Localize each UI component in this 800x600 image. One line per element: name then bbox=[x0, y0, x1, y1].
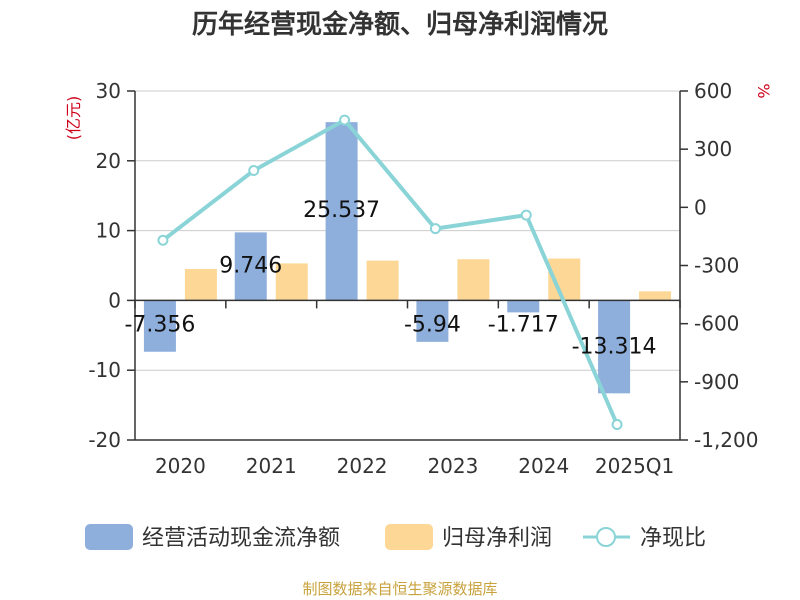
chart-title: 历年经营现金净额、归母净利润情况 bbox=[192, 9, 608, 40]
cashflow-data-label: -7.356 bbox=[124, 312, 195, 337]
source-note: 制图数据来自恒生聚源数据库 bbox=[302, 580, 497, 598]
net-profit-bar bbox=[184, 268, 217, 301]
axes: 30 20 10 0 -10 -20 600 300 0 -300 -600 -900 -1,200 (亿… bbox=[64, 79, 773, 478]
left-tick-label: -20 bbox=[88, 428, 121, 452]
ratio-point bbox=[611, 418, 623, 430]
cashflow-data-label: 25.537 bbox=[303, 198, 380, 223]
right-tick-label: -300 bbox=[694, 254, 739, 278]
cashflow-data-label: -13.314 bbox=[572, 334, 657, 359]
left-tick-label: -10 bbox=[88, 358, 121, 382]
legend-label-ratio: 净现比 bbox=[640, 526, 706, 551]
cashflow-bar bbox=[325, 122, 358, 301]
cashflow-data-label: -1.717 bbox=[488, 312, 559, 337]
legend: 经营活动现金流净额 归母净利润 净现比 bbox=[85, 524, 706, 551]
left-axis-unit: (亿元) bbox=[64, 96, 83, 141]
x-tick-label: 2023 bbox=[427, 454, 478, 478]
ratio-line bbox=[157, 114, 623, 430]
data-labels: -7.356 9.746 25.537 -5.94 -1.717 -13.314 bbox=[124, 198, 656, 359]
ratio-point bbox=[520, 209, 532, 221]
legend-label-profit: 归母净利润 bbox=[442, 526, 552, 551]
legend-marker-ratio bbox=[596, 527, 616, 547]
net-profit-bar bbox=[275, 263, 308, 301]
legend-swatch-profit bbox=[385, 524, 433, 550]
left-tick-label: 20 bbox=[96, 149, 121, 173]
net-profit-bar bbox=[366, 260, 399, 301]
ratio-line-path bbox=[161, 118, 619, 426]
cashflow-bar bbox=[234, 232, 267, 301]
right-tick-label: 300 bbox=[694, 137, 732, 161]
x-tick-label: 2021 bbox=[246, 454, 297, 478]
right-tick-label: -900 bbox=[694, 370, 739, 394]
net-profit-bar bbox=[639, 291, 672, 301]
right-tick-label: -1,200 bbox=[694, 428, 758, 452]
right-axis-unit: % bbox=[754, 83, 773, 98]
legend-swatch-cashflow bbox=[85, 524, 133, 550]
ratio-point bbox=[339, 114, 351, 126]
right-tick-label: 600 bbox=[694, 79, 732, 103]
x-tick-label: 2020 bbox=[155, 454, 206, 478]
cashflow-data-label: -5.94 bbox=[404, 312, 461, 337]
ratio-point bbox=[248, 164, 260, 176]
legend-label-cashflow: 经营活动现金流净额 bbox=[142, 526, 340, 551]
net-profit-bar bbox=[457, 259, 490, 301]
left-tick-label: 0 bbox=[108, 288, 121, 312]
cashflow-data-label: 9.746 bbox=[219, 253, 282, 278]
cashflow-bar bbox=[143, 300, 176, 352]
right-tick-label: -600 bbox=[694, 312, 739, 336]
left-tick-label: 30 bbox=[96, 79, 121, 103]
ratio-point bbox=[429, 223, 441, 235]
left-tick-label: 10 bbox=[96, 219, 121, 243]
cashflow-bar bbox=[416, 300, 449, 342]
cashflow-bar bbox=[507, 300, 540, 313]
x-tick-label: 2022 bbox=[337, 454, 388, 478]
x-tick-label: 2024 bbox=[518, 454, 569, 478]
bars bbox=[135, 122, 680, 394]
cashflow-bar bbox=[598, 300, 631, 394]
right-tick-label: 0 bbox=[694, 195, 707, 219]
ratio-point bbox=[157, 234, 169, 246]
x-tick-label: 2025Q1 bbox=[595, 454, 674, 478]
